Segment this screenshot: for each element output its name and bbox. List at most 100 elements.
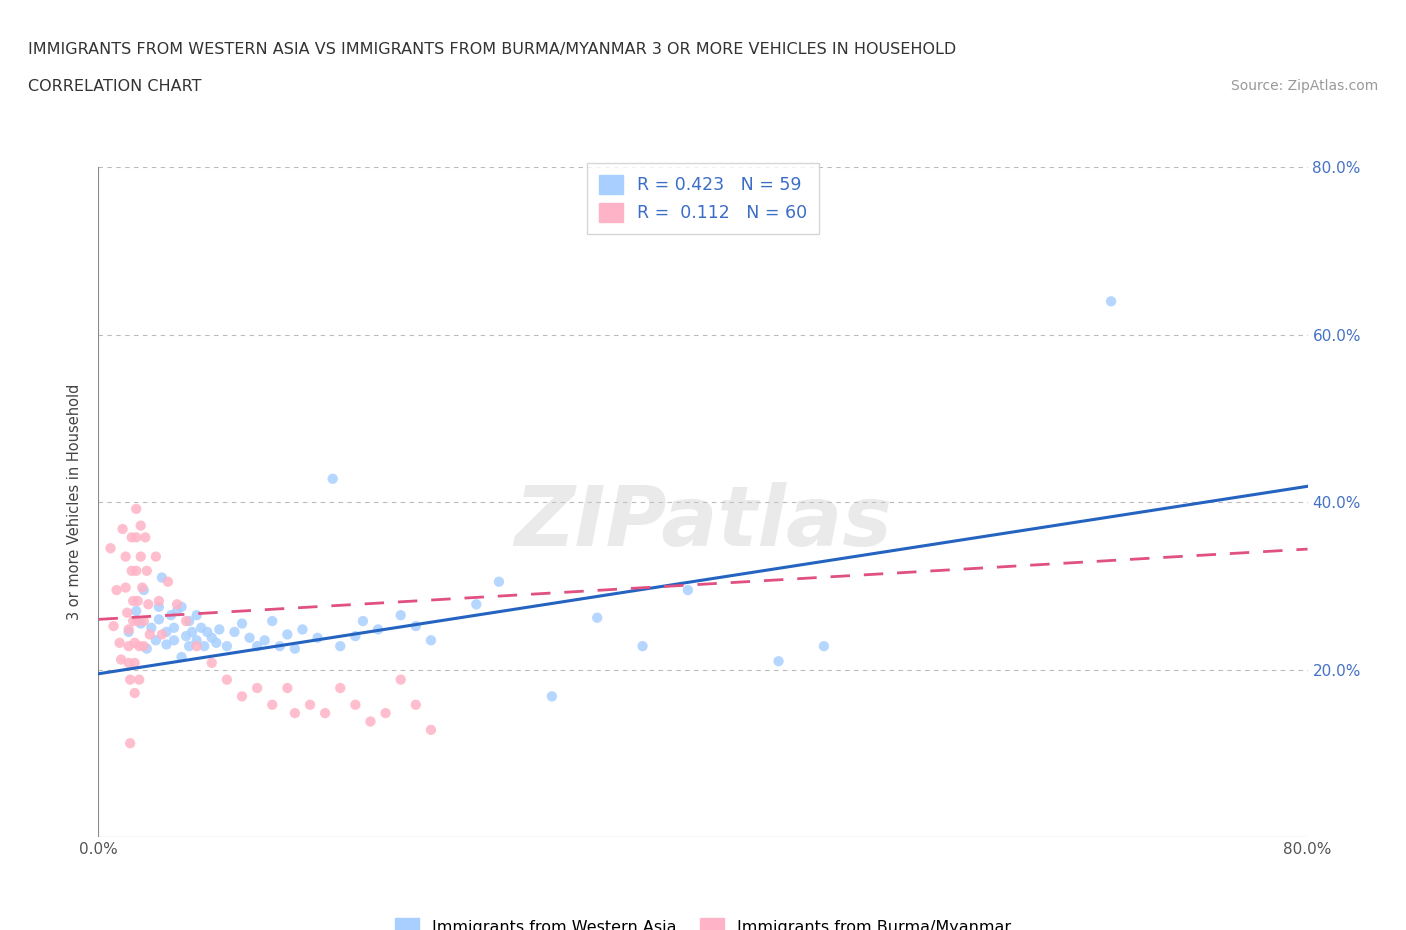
Point [124,656,146,671]
Point [224,625,246,640]
Point [186,633,208,648]
Point [121,564,143,578]
Point [540,689,562,704]
Point [148,612,170,627]
Point [344,629,367,644]
Point [360,714,382,729]
Point [174,629,197,644]
Point [329,639,352,654]
Point [141,620,163,635]
Text: ZIPatlas: ZIPatlas [515,482,891,563]
Point [813,639,835,654]
Point [118,656,141,671]
Point [246,681,269,696]
Point [139,627,162,642]
Point [208,622,231,637]
Point [262,614,284,629]
Point [150,570,173,585]
Point [374,706,396,721]
Point [262,698,284,712]
Point [155,637,177,652]
Point [118,622,141,637]
Point [125,530,148,545]
Point [121,530,143,545]
Point [166,597,188,612]
Point [145,549,167,564]
Point [1099,294,1122,309]
Point [488,575,510,590]
Point [100,541,122,556]
Point [215,639,238,654]
Point [276,627,298,642]
Point [231,689,253,704]
Point [163,620,186,635]
Point [205,635,228,650]
Point [160,608,183,623]
Point [166,604,188,618]
Point [586,610,609,625]
Point [405,698,427,712]
Point [179,614,201,629]
Point [131,580,153,595]
Point [344,698,367,712]
Point [329,681,352,696]
Point [284,706,307,721]
Point [352,614,374,629]
Point [181,625,204,640]
Point [136,597,159,612]
Point [132,639,155,654]
Point [405,618,427,633]
Point [291,622,314,637]
Text: Source: ZipAtlas.com: Source: ZipAtlas.com [1230,79,1378,93]
Point [389,672,412,687]
Point [299,698,322,712]
Point [122,614,145,629]
Point [163,633,186,648]
Point [132,614,155,629]
Text: IMMIGRANTS FROM WESTERN ASIA VS IMMIGRANTS FROM BURMA/MYANMAR 3 OR MORE VEHICLES: IMMIGRANTS FROM WESTERN ASIA VS IMMIGRAN… [28,42,956,57]
Point [389,608,412,623]
Point [193,639,215,654]
Point [195,625,218,640]
Point [201,631,224,645]
Point [120,736,142,751]
Point [129,617,152,631]
Point [124,685,146,700]
Point [127,614,149,629]
Point [367,622,389,637]
Point [465,597,488,612]
Point [148,593,170,608]
Point [186,608,208,623]
Point [111,522,134,537]
Point [631,639,654,654]
Point [170,650,193,665]
Point [108,635,131,650]
Point [114,580,136,595]
Point [120,672,142,687]
Point [179,639,201,654]
Point [103,618,125,633]
Point [156,575,179,590]
Point [125,564,148,578]
Point [135,642,157,657]
Point [145,633,167,648]
Point [246,639,269,654]
Point [201,656,224,671]
Point [118,625,141,640]
Point [148,600,170,615]
Point [125,501,148,516]
Legend: Immigrants from Western Asia, Immigrants from Burma/Myanmar: Immigrants from Western Asia, Immigrants… [388,912,1018,930]
Point [676,582,699,598]
Point [314,706,336,721]
Point [122,593,145,608]
Point [215,672,238,687]
Point [134,530,156,545]
Point [128,672,150,687]
Point [124,635,146,650]
Point [115,605,138,620]
Point [239,631,262,645]
Point [155,625,177,640]
Point [129,549,152,564]
Point [110,652,132,667]
Point [105,582,128,598]
